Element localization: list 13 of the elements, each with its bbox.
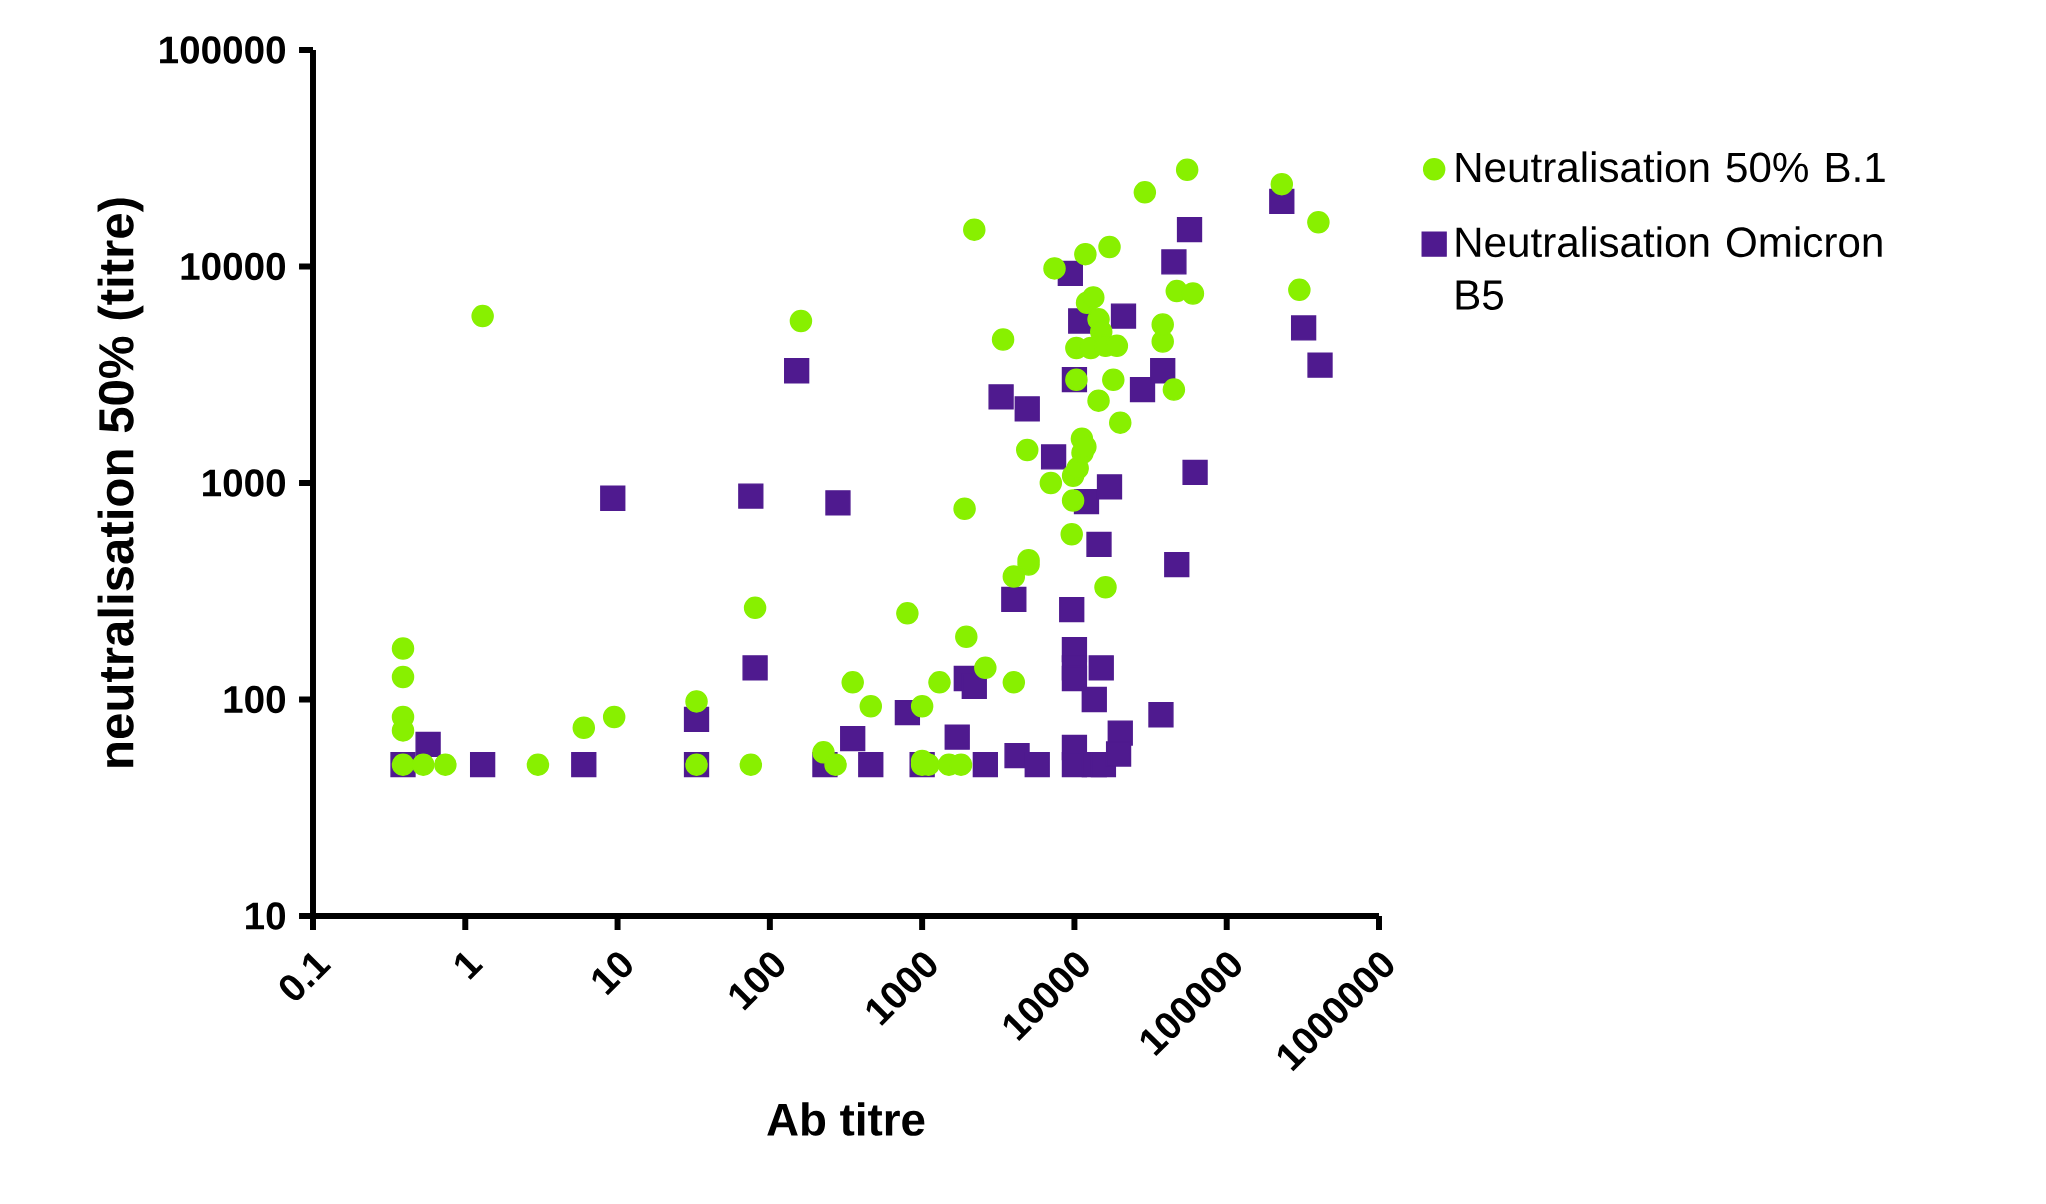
x-tick-label: 0.1: [279, 952, 332, 1000]
legend-label: Neutralisation 50% B.1: [1456, 151, 1885, 183]
y-tick-label: 1000: [203, 469, 286, 497]
x-tick-label: 10: [592, 952, 632, 996]
y-tick-label: 10000: [181, 252, 286, 281]
x-axis-title: Ab titre: [767, 1102, 925, 1136]
x-tick-label: 100: [729, 952, 785, 1011]
y-tick-label: 10: [246, 902, 286, 930]
y-axis-title: neutralisation 50% (titre): [97, 198, 144, 767]
legend-label: Neutralisation Omicron B5: [1456, 226, 1882, 310]
y-tick-label: 100000: [160, 36, 286, 64]
x-tick-label: 1: [455, 952, 484, 980]
y-tick-label: 100: [224, 685, 286, 714]
